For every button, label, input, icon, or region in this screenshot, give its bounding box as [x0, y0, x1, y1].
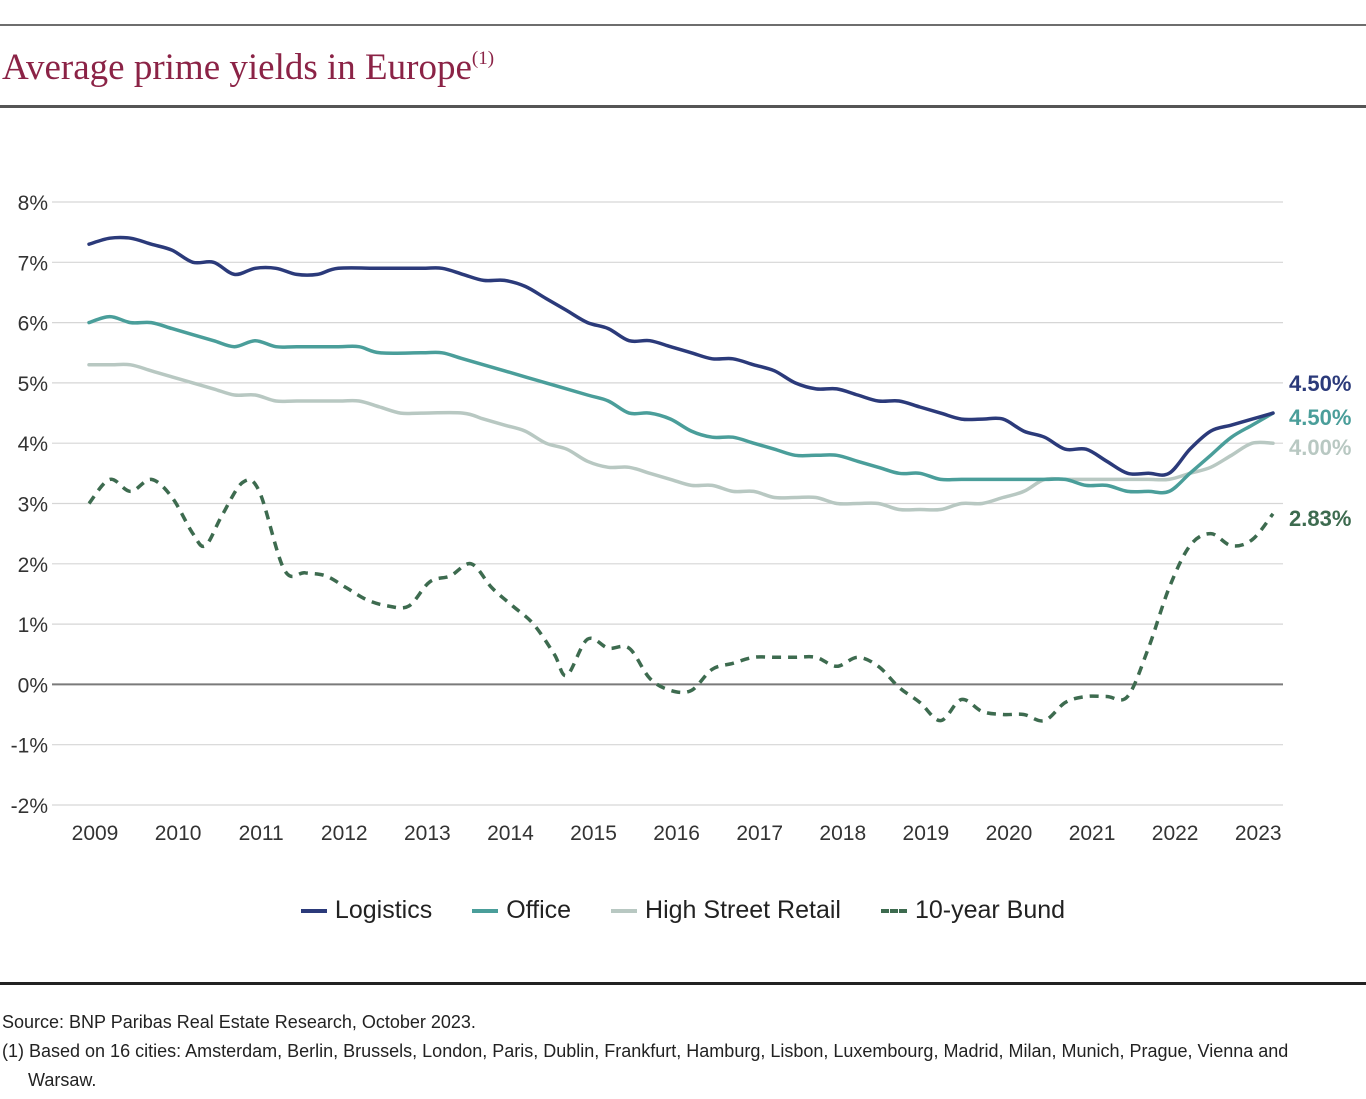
- series-lines: [87, 235, 1275, 723]
- x-tick-label: 2010: [155, 822, 202, 845]
- legend-label: 10-year Bund: [914, 895, 1066, 924]
- end-label-10-year-bund: 2.83%: [1289, 506, 1351, 531]
- y-tick-label: 5%: [18, 373, 48, 396]
- x-tick-label: 2019: [903, 822, 950, 845]
- x-tick-label: 2021: [1069, 822, 1116, 845]
- end-label-logistics: 4.50%: [1289, 371, 1351, 396]
- y-tick-label: -2%: [11, 795, 48, 818]
- y-tick-label: 2%: [18, 554, 48, 577]
- legend-item-high-street-retail: High Street Retail: [611, 896, 841, 925]
- chart: 8% 7% 6% 5% 4% 3% 2% 1% 0% -1% -2% 2009 2010 2011 201…: [11, 192, 1352, 845]
- top-rule: [0, 24, 1366, 26]
- y-tick-label: 6%: [18, 313, 48, 336]
- series-line-office: [87, 314, 1275, 495]
- legend-label: Office: [506, 895, 572, 924]
- end-labels: 4.50% 4.50% 4.00% 2.83%: [1289, 371, 1351, 531]
- x-tick-label: 2011: [239, 822, 284, 845]
- x-axis-ticks: 2009 2010 2011 2012 2013 2014 2015 2016 2017 2018…: [72, 822, 1282, 845]
- end-label-high-street-retail: 4.00%: [1289, 435, 1351, 460]
- legend-item-office: Office: [472, 896, 571, 925]
- x-tick-label: 2018: [819, 822, 866, 845]
- legend-swatch: [880, 909, 907, 914]
- gridlines: [52, 201, 1283, 806]
- legend-swatch: [611, 909, 638, 914]
- y-tick-label: 1%: [18, 614, 48, 637]
- x-tick-label: 2020: [986, 822, 1033, 845]
- bottom-rule: [0, 982, 1366, 985]
- x-tick-label: 2015: [570, 822, 617, 845]
- chart-title: Average prime yields in Europe(1): [2, 46, 494, 89]
- legend-label: High Street Retail: [645, 895, 841, 924]
- x-tick-label: 2012: [321, 822, 368, 845]
- y-tick-label: -1%: [11, 735, 48, 758]
- x-tick-label: 2017: [736, 822, 783, 845]
- legend-item-10-year-bund: 10-year Bund: [880, 895, 1066, 925]
- y-axis-ticks: 8% 7% 6% 5% 4% 3% 2% 1% 0% -1% -2%: [11, 192, 48, 818]
- legend-swatch: [300, 909, 327, 914]
- x-tick-label: 2022: [1152, 822, 1199, 845]
- footnotes: Source: BNP Paribas Real Estate Research…: [2, 1008, 1342, 1095]
- end-label-office: 4.50%: [1289, 405, 1351, 430]
- title-rule: [0, 105, 1366, 108]
- source-note: Source: BNP Paribas Real Estate Research…: [2, 1012, 476, 1032]
- x-tick-label: 2016: [653, 822, 700, 845]
- y-tick-label: 0%: [18, 674, 48, 697]
- cities-note: (1) Based on 16 cities: Amsterdam, Berli…: [2, 1041, 1289, 1090]
- y-tick-label: 4%: [18, 433, 48, 456]
- y-tick-label: 7%: [18, 252, 48, 275]
- legend: Logistics Office High Street Retail 10-year…: [0, 895, 1366, 925]
- legend-item-logistics: Logistics: [300, 895, 433, 925]
- series-line-high-street-retail: [87, 362, 1275, 512]
- chart-title-text: Average prime yields in Europe: [2, 47, 472, 88]
- y-tick-label: 8%: [18, 192, 48, 215]
- title-footnote-marker: (1): [471, 47, 495, 69]
- x-tick-label: 2014: [487, 822, 534, 845]
- x-tick-label: 2023: [1235, 822, 1282, 845]
- legend-label: Logistics: [334, 895, 433, 924]
- x-tick-label: 2009: [72, 822, 119, 845]
- x-tick-label: 2013: [404, 822, 451, 845]
- y-tick-label: 3%: [18, 494, 48, 517]
- series-line-logistics: [87, 235, 1275, 477]
- legend-swatch: [472, 909, 499, 914]
